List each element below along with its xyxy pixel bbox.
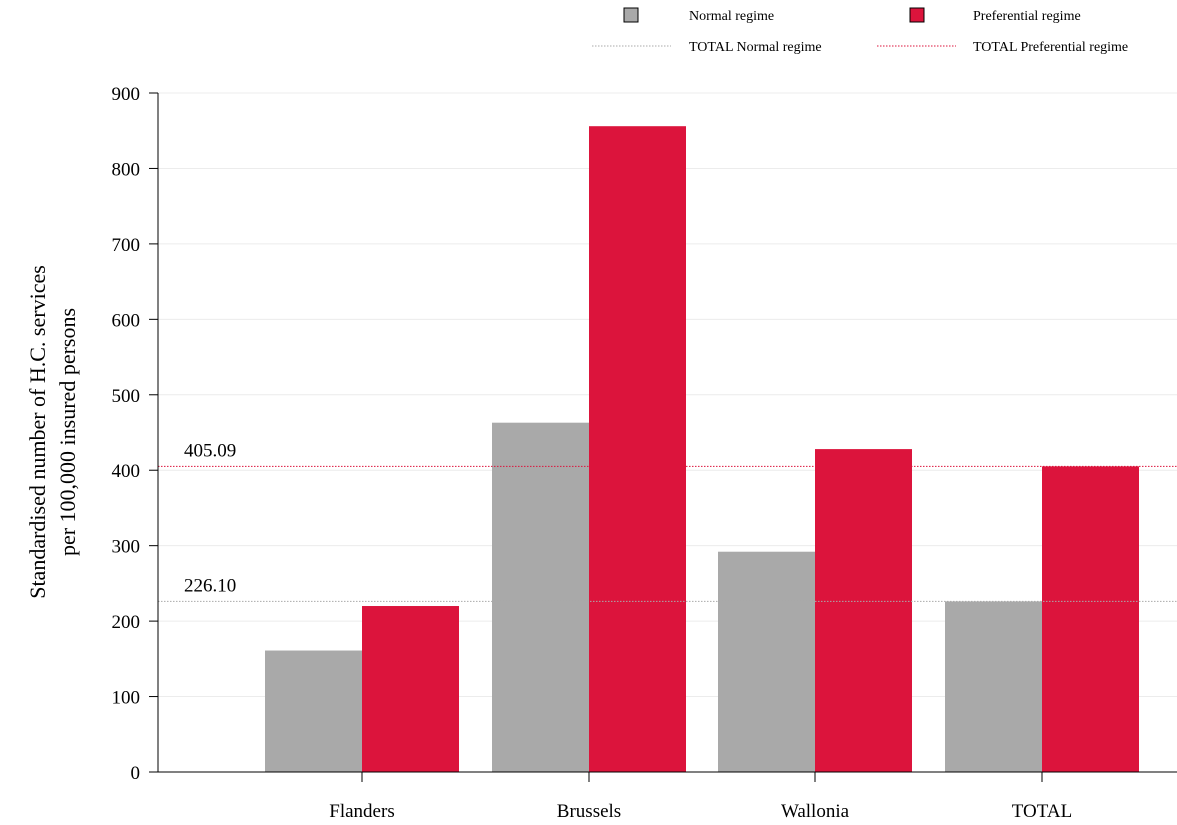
y-tick-label-200: 200 [112,612,141,633]
legend-preferential-regime-label: Preferential regime [973,9,1081,24]
y-tick-label-700: 700 [112,235,141,256]
bar-flanders-preferential [362,606,459,772]
y-tick-label-600: 600 [112,310,141,331]
legend-total-preferential-regime-label: TOTAL Preferential regime [973,40,1128,55]
x-tick-label-brussels: Brussels [557,801,621,822]
reference-label-preferential: 405.09 [184,440,236,461]
bar-wallonia-normal [718,551,815,772]
y-tick-label-100: 100 [112,688,141,709]
legend: Normal regime Preferential regime TOTAL No… [592,7,1128,55]
y-tick-label-900: 900 [112,84,141,105]
y-axis-title-line-2: per 100,000 insured persons [55,308,80,556]
reference-label-normal: 226.10 [184,575,236,596]
axes: 0 100 200 300 400 500 600 700 800 900 Flanders Brus… [112,84,1177,822]
y-tick-label-500: 500 [112,386,141,407]
legend-normal-regime-swatch [623,7,639,23]
bar-flanders-normal [265,650,362,772]
x-tick-label-wallonia: Wallonia [781,801,850,822]
reference-lines: 226.10 405.09 [158,440,1177,602]
bar-total-preferential [1042,466,1139,772]
y-axis-title-line-1: Standardised number of H.C. services [25,265,50,599]
legend-normal-regime-label: Normal regime [689,9,774,24]
legend-total-normal-regime-label: TOTAL Normal regime [689,40,822,55]
bar-brussels-preferential [589,126,686,772]
bar-total-normal [945,601,1042,772]
y-tick-label-800: 800 [112,159,141,180]
x-tick-label-total: TOTAL [1012,801,1072,822]
bar-brussels-normal [492,422,589,772]
bars [265,126,1139,772]
y-tick-label-400: 400 [112,461,141,482]
legend-preferential-regime-swatch [909,7,925,23]
x-tick-label-flanders: Flanders [329,801,394,822]
y-tick-label-300: 300 [112,537,141,558]
bar-wallonia-preferential [815,449,912,772]
y-tick-label-0: 0 [131,763,141,784]
